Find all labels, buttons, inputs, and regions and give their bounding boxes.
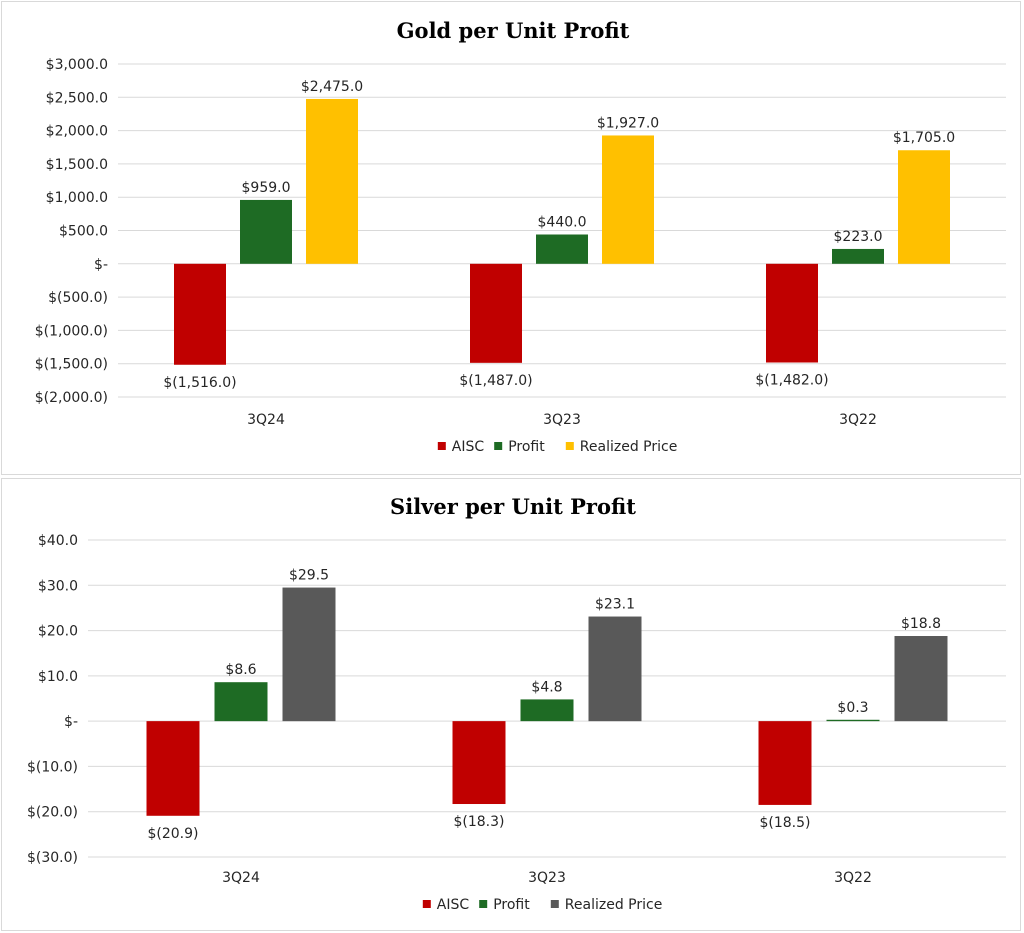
silver-data-label: $4.8 [531, 679, 562, 695]
gold-bar-aisc-3q23 [470, 263, 522, 363]
gold-chart-panel: Gold per Unit Profit $3,000.0 $2,500.0 $2,… [1, 1, 1021, 475]
silver-y-tick-label: $(10.0) [27, 759, 78, 775]
silver-bar-profit-3q24 [214, 682, 268, 722]
silver-y-tick-label: $30.0 [38, 578, 78, 594]
silver-data-label: $18.8 [901, 616, 941, 632]
silver-bar-realized-price-3q23 [588, 616, 642, 722]
gold-bar-profit-3q22 [832, 248, 884, 264]
silver-bar-realized-price-3q24 [282, 587, 336, 722]
gold-bar-aisc-3q22 [766, 263, 818, 363]
silver-y-tick-label: $- [64, 714, 78, 730]
silver-legend-label-profit: Profit [493, 897, 530, 913]
silver-bar-profit-3q23 [520, 699, 574, 722]
silver-y-tick-label: $40.0 [38, 533, 78, 549]
gold-legend-swatch-profit [494, 442, 503, 450]
silver-legend-label-realized-price: Realized Price [565, 897, 663, 913]
gold-legend-swatch-aisc [437, 442, 446, 450]
gold-y-tick-label: $(500.0) [48, 290, 108, 306]
gold-bar-realized-price-3q23 [602, 135, 654, 264]
gold-y-tick-label: $1,000.0 [46, 190, 108, 206]
gold-chart-title: Gold per Unit Profit [397, 18, 630, 43]
silver-legend-swatch-profit [479, 900, 488, 908]
silver-data-label: $8.6 [225, 662, 256, 678]
gold-bar-aisc-3q24 [174, 263, 226, 365]
silver-x-tick-label: 3Q22 [834, 870, 872, 886]
silver-data-label: $(20.9) [147, 826, 198, 842]
gold-y-tick-label: $3,000.0 [46, 57, 108, 73]
gold-y-tick-label: $- [94, 257, 108, 273]
gold-y-tick-label: $500.0 [59, 224, 108, 240]
silver-legend-swatch-aisc [422, 900, 431, 908]
gold-y-tick-label: $(1,000.0) [35, 323, 108, 339]
silver-data-label: $0.3 [837, 700, 868, 716]
silver-bar-realized-price-3q22 [894, 636, 948, 722]
gold-y-tick-label: $2,500.0 [46, 90, 108, 106]
gold-bar-profit-3q23 [536, 234, 588, 264]
silver-x-tick-label: 3Q24 [222, 870, 260, 886]
gold-y-tick-label: $2,000.0 [46, 124, 108, 140]
gold-data-label: $(1,487.0) [459, 373, 532, 389]
gold-x-tick-label: 3Q24 [247, 412, 285, 428]
gold-data-label: $223.0 [834, 229, 883, 245]
gold-data-label: $440.0 [538, 214, 587, 230]
silver-bar-aisc-3q22 [758, 721, 812, 805]
gold-legend-label-aisc: AISC [452, 439, 485, 455]
gold-data-label: $1,927.0 [597, 115, 659, 131]
silver-chart-panel: Silver per Unit Profit $40.0 $30.0 $20.0 $1… [1, 478, 1021, 931]
silver-legend-label-aisc: AISC [437, 897, 470, 913]
gold-data-label: $(1,482.0) [755, 373, 828, 389]
silver-chart-title: Silver per Unit Profit [390, 494, 636, 519]
silver-y-tick-label: $(30.0) [27, 850, 78, 866]
gold-chart: Gold per Unit Profit $3,000.0 $2,500.0 $2,… [35, 18, 1006, 455]
gold-x-tick-label: 3Q22 [839, 412, 877, 428]
gold-data-label: $959.0 [242, 180, 291, 196]
silver-bar-aisc-3q23 [452, 721, 506, 805]
gold-data-label: $(1,516.0) [163, 375, 236, 391]
gold-legend-swatch-realized-price [565, 442, 574, 450]
silver-y-tick-label: $10.0 [38, 669, 78, 685]
silver-data-label: $(18.3) [453, 814, 504, 830]
gold-bar-realized-price-3q24 [306, 98, 358, 264]
gold-bar-realized-price-3q22 [898, 150, 950, 264]
gold-y-tick-label: $(2,000.0) [35, 390, 108, 406]
gold-y-tick-label: $(1,500.0) [35, 357, 108, 373]
silver-y-tick-label: $20.0 [38, 624, 78, 640]
gold-y-tick-label: $1,500.0 [46, 157, 108, 173]
silver-data-label: $23.1 [595, 597, 635, 613]
gold-data-label: $2,475.0 [301, 79, 363, 95]
silver-bar-profit-3q22 [826, 719, 880, 722]
silver-chart: Silver per Unit Profit $40.0 $30.0 $20.0 $1… [27, 494, 1006, 913]
silver-x-tick-label: 3Q23 [528, 870, 566, 886]
silver-data-label: $(18.5) [759, 815, 810, 831]
gold-legend-label-realized-price: Realized Price [580, 439, 678, 455]
silver-legend-swatch-realized-price [550, 900, 559, 908]
silver-bar-aisc-3q24 [146, 721, 200, 816]
silver-y-tick-label: $(20.0) [27, 805, 78, 821]
gold-x-tick-label: 3Q23 [543, 412, 581, 428]
gold-bar-profit-3q24 [240, 199, 292, 264]
gold-data-label: $1,705.0 [893, 130, 955, 146]
silver-data-label: $29.5 [289, 568, 329, 584]
gold-legend-label-profit: Profit [508, 439, 545, 455]
